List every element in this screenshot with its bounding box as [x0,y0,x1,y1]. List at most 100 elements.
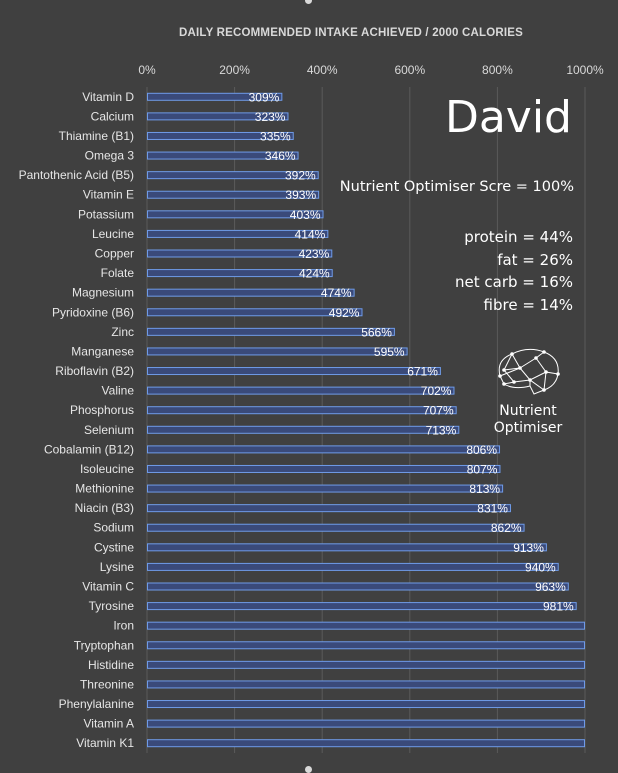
bar-cobalamin-b12 [147,445,501,454]
data-label: 806% [466,443,497,457]
bar-niacin-b3 [147,504,511,513]
category-label: Copper [95,247,134,261]
x-axis-ticks: 0% 200% 400% 600% 800% 1000% [138,63,604,77]
bar-zinc [147,327,395,336]
brain-network-icon [498,348,560,395]
category-label: Tyrosine [89,599,135,613]
bar-leucine [147,229,329,238]
category-label: Omega 3 [85,149,135,163]
x-tick-label: 600% [394,63,425,77]
x-tick-label: 0% [138,63,156,77]
bar-thiamine-b1 [147,131,294,140]
macro-net-carb: net carb = 16% [455,273,573,291]
data-label: 807% [467,462,498,476]
bar-pantothenic-acid-b5 [147,171,319,180]
category-label: Vitamin E [83,188,134,202]
category-label: Methionine [75,482,134,496]
category-label: Manganese [71,344,134,358]
category-label: Thiamine (B1) [59,129,134,143]
data-label: 492% [329,306,360,320]
data-label: 309% [249,90,280,104]
logo-text-line2: Optimiser [493,420,563,436]
category-label: Isoleucine [80,462,134,476]
person-name: David [444,92,572,143]
category-label: Folate [101,266,135,280]
category-label: Pyridoxine (B6) [52,305,134,319]
bar-sodium [147,523,525,532]
bar-vitamin-c [147,582,569,591]
nutrient-optimiser-logo: Nutrient Optimiser [490,346,566,437]
category-label: Histidine [88,658,134,672]
data-label: 423% [299,247,330,261]
data-label: 862% [491,521,522,535]
macro-fibre: fibre = 14% [483,296,573,314]
bar-riboflavin-b2 [147,367,441,376]
data-label: 335% [260,129,291,143]
bar-isoleucine [147,464,501,473]
chart-title: DAILY RECOMMENDED INTAKE ACHIEVED / 2000… [179,27,523,39]
category-label: Sodium [93,521,134,535]
logo-text-line1: Nutrient [499,403,557,419]
bar-selenium [147,425,460,434]
category-label: Phenylalanine [59,697,135,711]
bar-folate [147,269,333,278]
bar-vitamin-a [147,719,585,728]
category-label: Riboflavin (B2) [55,364,134,378]
category-label: Iron [113,619,134,633]
category-label: Vitamin K1 [76,736,134,750]
bars [147,92,585,748]
bar-vitamin-k1 [147,739,585,748]
category-label: Calcium [91,109,134,123]
data-label: 913% [513,541,544,555]
data-label: 963% [535,580,566,594]
category-label: Lysine [100,560,135,574]
bar-histidine [147,660,585,669]
x-tick-label: 400% [307,63,338,77]
optimiser-score: Nutrient Optimiser Scre = 100% [339,179,574,195]
data-label: 566% [361,325,392,339]
category-label: Valine [102,384,135,398]
bar-cystine [147,543,547,552]
data-label: 707% [423,404,454,418]
resize-handle-top[interactable] [305,0,312,4]
category-label: Potassium [78,207,134,221]
category-label: Magnesium [72,286,134,300]
bar-tyrosine [147,602,577,611]
category-label: Selenium [84,423,134,437]
bar-lysine [147,562,559,571]
macro-protein: protein = 44% [464,228,573,246]
bar-calcium [147,112,289,121]
bar-valine [147,386,455,395]
macro-fat: fat = 26% [497,251,573,269]
x-tick-label: 800% [482,63,513,77]
data-label: 595% [374,345,405,359]
bar-copper [147,249,333,258]
bar-vitamin-e [147,190,320,199]
category-label: Vitamin A [84,717,134,731]
data-label: 392% [285,169,316,183]
bar-threonine [147,680,585,689]
category-label: Zinc [111,325,134,339]
category-label: Cystine [94,540,134,554]
data-label: 713% [426,423,457,437]
bar-phosphorus [147,406,457,415]
bar-methionine [147,484,504,493]
category-label: Phosphorus [70,403,134,417]
bar-manganese [147,347,408,356]
category-label: Pantothenic Acid (B5) [19,168,134,182]
bar-magnesium [147,288,355,297]
data-label: 323% [255,110,286,124]
data-label: 813% [469,482,500,496]
bar-tryptophan [147,641,585,650]
category-label: Vitamin C [82,580,134,594]
bar-pyridoxine-b6 [147,308,363,317]
data-label: 831% [477,502,508,516]
data-label: 474% [321,286,352,300]
bar-phenylalanine [147,700,585,709]
category-label: Tryptophan [74,638,134,652]
data-label: 403% [290,208,321,222]
data-label: 702% [421,384,452,398]
data-label: 346% [265,149,296,163]
data-label: 424% [299,267,330,281]
